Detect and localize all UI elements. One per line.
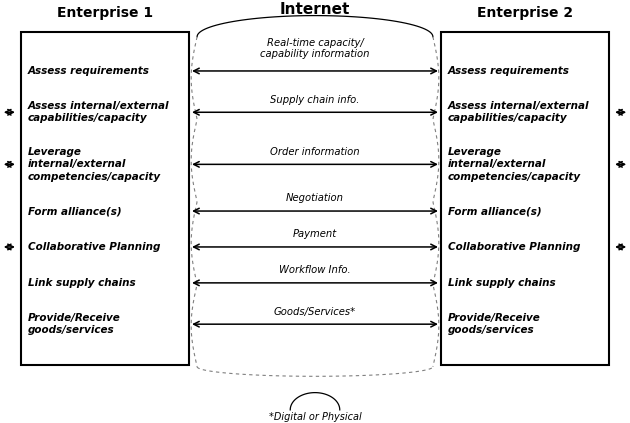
Text: Link supply chains: Link supply chains bbox=[448, 278, 556, 288]
Text: Order information: Order information bbox=[270, 147, 360, 157]
Text: Workflow Info.: Workflow Info. bbox=[279, 265, 351, 275]
Text: Provide/Receive
goods/services: Provide/Receive goods/services bbox=[28, 313, 120, 335]
Text: Real-time capacity/
capability information: Real-time capacity/ capability informati… bbox=[260, 38, 370, 60]
Text: Assess requirements: Assess requirements bbox=[28, 66, 149, 76]
Text: Goods/Services*: Goods/Services* bbox=[274, 307, 356, 316]
Text: Form alliance(s): Form alliance(s) bbox=[28, 206, 122, 216]
Text: Provide/Receive
goods/services: Provide/Receive goods/services bbox=[448, 313, 541, 335]
Text: Internet: Internet bbox=[280, 3, 350, 17]
Text: Negotiation: Negotiation bbox=[286, 193, 344, 203]
Text: Enterprise 2: Enterprise 2 bbox=[477, 6, 573, 20]
Text: Assess internal/external
capabilities/capacity: Assess internal/external capabilities/ca… bbox=[448, 101, 589, 124]
Text: Enterprise 1: Enterprise 1 bbox=[57, 6, 153, 20]
Text: Leverage
internal/external
competencies/capacity: Leverage internal/external competencies/… bbox=[448, 147, 581, 182]
Text: Assess requirements: Assess requirements bbox=[448, 66, 570, 76]
Text: Assess internal/external
capabilities/capacity: Assess internal/external capabilities/ca… bbox=[28, 101, 169, 124]
Bar bbox=[441, 32, 609, 365]
Text: Supply chain info.: Supply chain info. bbox=[270, 95, 360, 104]
Text: Link supply chains: Link supply chains bbox=[28, 278, 135, 288]
Text: *Digital or Physical: *Digital or Physical bbox=[268, 412, 362, 422]
Text: Payment: Payment bbox=[293, 229, 337, 239]
Text: Collaborative Planning: Collaborative Planning bbox=[448, 242, 580, 252]
Text: Collaborative Planning: Collaborative Planning bbox=[28, 242, 160, 252]
Text: Leverage
internal/external
competencies/capacity: Leverage internal/external competencies/… bbox=[28, 147, 161, 182]
Bar bbox=[21, 32, 189, 365]
Text: Form alliance(s): Form alliance(s) bbox=[448, 206, 541, 216]
